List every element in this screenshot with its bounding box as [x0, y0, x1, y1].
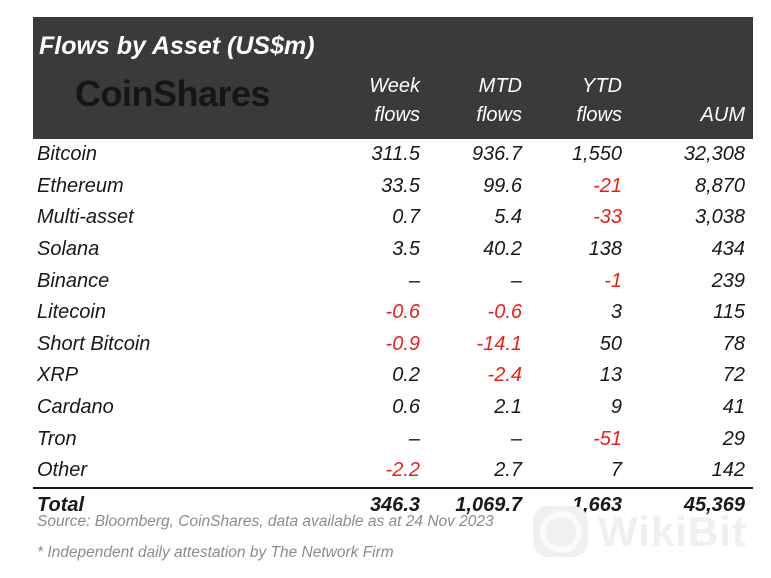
table-row: Solana 3.5 40.2 138 434	[33, 234, 753, 266]
col-header-line1: MTD	[478, 75, 522, 97]
col-header-ytd-flows: YTD flows	[522, 61, 622, 139]
col-header-aum: AUM	[622, 61, 754, 139]
col-header-line2: flows	[374, 104, 420, 126]
table-row: Binance – – -1 239	[33, 265, 753, 297]
col-header-line1: YTD	[582, 75, 622, 97]
week-value: -0.6	[385, 301, 420, 324]
table-row: Ethereum 33.5 99.6 -21 8,870	[33, 171, 753, 203]
asset-name: Multi-asset	[37, 206, 134, 229]
mtd-value: 40.2	[483, 238, 522, 261]
table-row: Multi-asset 0.7 5.4 -33 3,038	[33, 202, 753, 234]
col-header-line2: flows	[576, 104, 622, 126]
mtd-value: –	[510, 269, 522, 292]
aum-value: 72	[722, 364, 746, 387]
mtd-value: 2.7	[494, 459, 522, 482]
wikibit-watermark-text: WikiBit	[598, 507, 747, 555]
week-value: –	[408, 269, 420, 292]
week-value: -0.9	[385, 332, 420, 355]
asset-name: Other	[37, 459, 88, 482]
ytd-value: -1	[604, 269, 622, 292]
wikibit-globe-glyph	[539, 510, 582, 553]
aum-value: 239	[711, 269, 746, 292]
table-row: Tron – – -51 29	[33, 423, 753, 455]
mtd-value: -2.4	[487, 364, 522, 387]
week-value: 0.7	[392, 206, 420, 229]
week-value: 311.5	[371, 143, 420, 166]
ytd-value: -21	[593, 174, 622, 197]
week-value: –	[408, 427, 420, 450]
week-value: 0.2	[392, 364, 420, 387]
col-header-line2: AUM	[700, 104, 746, 126]
week-value: 0.6	[392, 396, 420, 419]
wikibit-logo-icon	[533, 506, 588, 557]
aum-value: 142	[711, 459, 746, 482]
total-row: Total 346.3 1,069.7 1,663 45,369	[33, 486, 754, 523]
ytd-value: -51	[593, 427, 622, 450]
asset-name: Cardano	[37, 396, 114, 419]
ytd-value: 50	[599, 332, 622, 355]
week-value: 33.5	[381, 174, 420, 197]
aum-value: 32,308	[683, 143, 746, 166]
total-aum-value: 45,369	[622, 486, 754, 523]
table-row: Other -2.2 2.7 7 142	[33, 455, 753, 488]
table-row: XRP 0.2 -2.4 13 72	[33, 360, 753, 392]
table-row: Bitcoin 311.5 936.7 1,550 32,308	[33, 139, 753, 171]
aum-value: 8,870	[694, 174, 746, 197]
table-row: Short Bitcoin -0.9 -14.1 50 78	[33, 329, 753, 361]
flows-table: Flows by Asset (US$m) CoinShares Week fl…	[33, 17, 754, 523]
aum-value: 434	[711, 238, 746, 261]
col-header-line2: flows	[476, 104, 522, 126]
ytd-value: 13	[599, 364, 622, 387]
week-value: 3.5	[392, 238, 420, 261]
mtd-value: 2.1	[494, 396, 522, 419]
ytd-value: -33	[593, 206, 622, 229]
asset-name: Litecoin	[37, 301, 106, 324]
asset-name: XRP	[37, 364, 79, 387]
wikibit-watermark: WikiBit	[533, 506, 747, 557]
col-header-mtd-flows: MTD flows	[420, 61, 522, 139]
ytd-value: 1,550	[571, 143, 622, 166]
coinshares-logo-cell: CoinShares	[33, 61, 320, 139]
total-mtd-value: 1,069.7	[420, 486, 522, 523]
asset-name: Solana	[37, 238, 100, 261]
column-header-row: CoinShares Week flows MTD flows YTD flow…	[33, 61, 754, 139]
table-row: Cardano 0.6 2.1 9 41	[33, 392, 753, 424]
mtd-value: -14.1	[476, 332, 522, 355]
aum-value: 29	[722, 427, 746, 450]
aum-value: 3,038	[694, 206, 746, 229]
table-header: Flows by Asset (US$m) CoinShares Week fl…	[33, 17, 754, 139]
aum-value: 41	[722, 396, 746, 419]
mtd-value: 5.4	[494, 206, 522, 229]
mtd-value: 936.7	[471, 143, 522, 166]
week-value: -2.2	[385, 459, 420, 482]
total-label: Total	[33, 486, 320, 523]
asset-name: Tron	[37, 427, 77, 450]
asset-name: Binance	[37, 269, 110, 292]
ytd-value: 9	[610, 396, 622, 419]
page-title: Flows by Asset (US$m)	[33, 17, 754, 61]
asset-name: Short Bitcoin	[37, 332, 151, 355]
mtd-value: 99.6	[483, 174, 522, 197]
table-row: Litecoin -0.6 -0.6 3 115	[33, 297, 753, 329]
col-header-week-flows: Week flows	[320, 61, 420, 139]
ytd-value: 7	[610, 459, 622, 482]
ytd-value: 3	[610, 301, 622, 324]
title-row: Flows by Asset (US$m)	[33, 17, 754, 61]
table-body: Bitcoin 311.5 936.7 1,550 32,308 Ethereum 33.5…	[33, 139, 753, 488]
attestation-note: * Independent daily attestation by The N…	[37, 544, 394, 561]
source-note: Source: Bloomberg, CoinShares, data avai…	[37, 513, 494, 530]
mtd-value: –	[510, 427, 522, 450]
mtd-value: -0.6	[487, 301, 522, 324]
coinshares-logo: CoinShares	[75, 72, 271, 114]
asset-name: Ethereum	[37, 174, 124, 197]
asset-name: Bitcoin	[37, 143, 98, 166]
total-week-value: 346.3	[320, 486, 420, 523]
aum-value: 115	[713, 301, 746, 324]
aum-value: 78	[722, 332, 746, 355]
ytd-value: 138	[588, 238, 622, 261]
col-header-line1: Week	[369, 75, 420, 97]
